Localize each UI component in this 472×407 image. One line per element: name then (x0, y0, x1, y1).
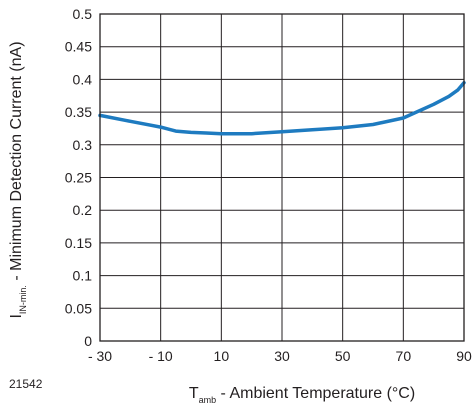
y-tick-label: 0.1 (73, 268, 93, 284)
x-tick-label: 70 (396, 348, 412, 364)
x-tick-label: 30 (274, 348, 290, 364)
y-axis-label: IIN-min. - Minimum Detection Current (nA… (8, 41, 28, 318)
y-tick-label: 0.05 (65, 300, 92, 316)
x-axis-label-main: T (189, 385, 199, 402)
y-axis-label-rest: - Minimum Detection Current (nA) (8, 41, 25, 285)
x-tick-labels: - 30 - 10 10 30 50 70 90 (88, 348, 472, 364)
x-tick-label: 90 (456, 348, 472, 364)
x-tick-label: - 10 (149, 348, 173, 364)
y-tick-labels: 0 0.05 0.1 0.15 0.2 0.25 0.3 0.35 0.4 0.45 0.5 (65, 6, 92, 349)
y-tick-label: 0.25 (65, 170, 92, 186)
y-tick-label: 0 (84, 333, 92, 349)
x-tick-label: - 30 (88, 348, 112, 364)
x-axis-label: Tamb - Ambient Temperature (°C) (189, 385, 415, 405)
series-group (98, 80, 466, 136)
grid (99, 13, 465, 342)
x-tick-label: 50 (335, 348, 351, 364)
x-tick-label: 10 (214, 348, 230, 364)
plot-border (99, 13, 465, 342)
y-tick-label: 0.2 (73, 202, 93, 218)
plot-frame (99, 13, 465, 342)
x-axis-label-rest: - Ambient Temperature (°C) (216, 385, 415, 402)
series-line (98, 80, 466, 136)
y-tick-label: 0.15 (65, 235, 92, 251)
y-tick-label: 0.35 (65, 104, 92, 120)
y-axis-label-main: I (8, 314, 25, 318)
y-tick-label: 0.3 (73, 137, 93, 153)
y-tick-label: 0.4 (73, 71, 93, 87)
x-axis-label-sub: amb (199, 395, 217, 405)
figure-number: 21542 (9, 377, 43, 391)
y-tick-label: 0.45 (65, 39, 92, 55)
y-tick-label: 0.5 (73, 6, 93, 22)
y-axis-label-sub: IN-min. (18, 285, 28, 314)
